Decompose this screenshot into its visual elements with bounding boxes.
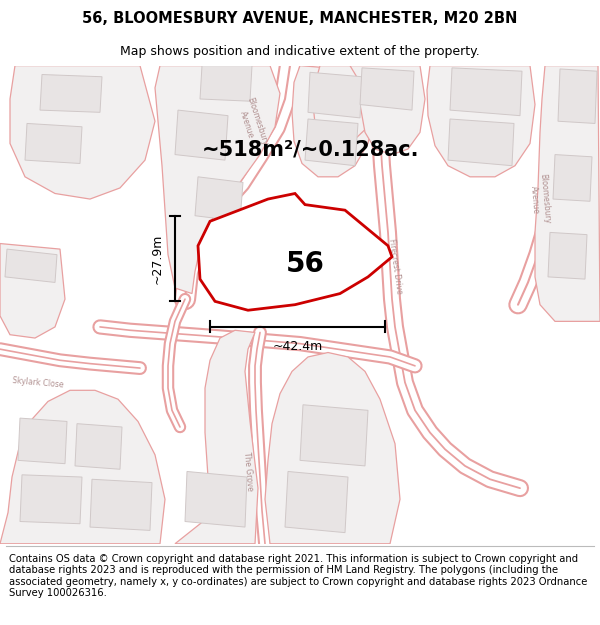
Polygon shape — [175, 330, 258, 544]
Polygon shape — [450, 68, 522, 116]
Polygon shape — [553, 154, 592, 201]
Text: 56: 56 — [286, 249, 325, 278]
Polygon shape — [20, 475, 82, 524]
Text: ~42.4m: ~42.4m — [272, 341, 323, 354]
Text: ~518m²/~0.128ac.: ~518m²/~0.128ac. — [201, 139, 419, 159]
Polygon shape — [185, 471, 247, 527]
Polygon shape — [40, 74, 102, 112]
Text: The Grove: The Grove — [242, 451, 254, 491]
Polygon shape — [305, 119, 358, 166]
Polygon shape — [292, 66, 375, 177]
Polygon shape — [18, 418, 67, 464]
Text: Bloomesbury
Avenue: Bloomesbury Avenue — [528, 173, 552, 225]
Polygon shape — [308, 72, 362, 118]
Polygon shape — [155, 66, 280, 294]
Polygon shape — [198, 194, 392, 310]
Polygon shape — [0, 244, 65, 338]
Polygon shape — [25, 124, 82, 164]
Polygon shape — [90, 479, 152, 531]
Polygon shape — [195, 177, 243, 221]
Text: ~27.9m: ~27.9m — [151, 233, 163, 284]
Polygon shape — [300, 405, 368, 466]
Text: Bloomesbury
Avenue: Bloomesbury Avenue — [235, 97, 269, 150]
Polygon shape — [535, 66, 600, 321]
Polygon shape — [5, 249, 57, 282]
Text: Firecrest Drive: Firecrest Drive — [386, 238, 403, 294]
Polygon shape — [448, 119, 514, 166]
Polygon shape — [427, 66, 535, 177]
Polygon shape — [175, 110, 228, 160]
Text: 56, BLOOMESBURY AVENUE, MANCHESTER, M20 2BN: 56, BLOOMESBURY AVENUE, MANCHESTER, M20 … — [82, 11, 518, 26]
Polygon shape — [558, 69, 597, 124]
Polygon shape — [10, 66, 155, 199]
Polygon shape — [200, 66, 252, 101]
Polygon shape — [350, 66, 425, 154]
Polygon shape — [285, 471, 348, 532]
Polygon shape — [360, 68, 414, 110]
Text: Contains OS data © Crown copyright and database right 2021. This information is : Contains OS data © Crown copyright and d… — [9, 554, 587, 598]
Polygon shape — [548, 232, 587, 279]
Polygon shape — [0, 390, 165, 544]
Polygon shape — [312, 66, 375, 146]
Text: Skylark Close: Skylark Close — [12, 376, 64, 389]
Polygon shape — [265, 352, 400, 544]
Polygon shape — [75, 424, 122, 469]
Text: Map shows position and indicative extent of the property.: Map shows position and indicative extent… — [120, 45, 480, 58]
